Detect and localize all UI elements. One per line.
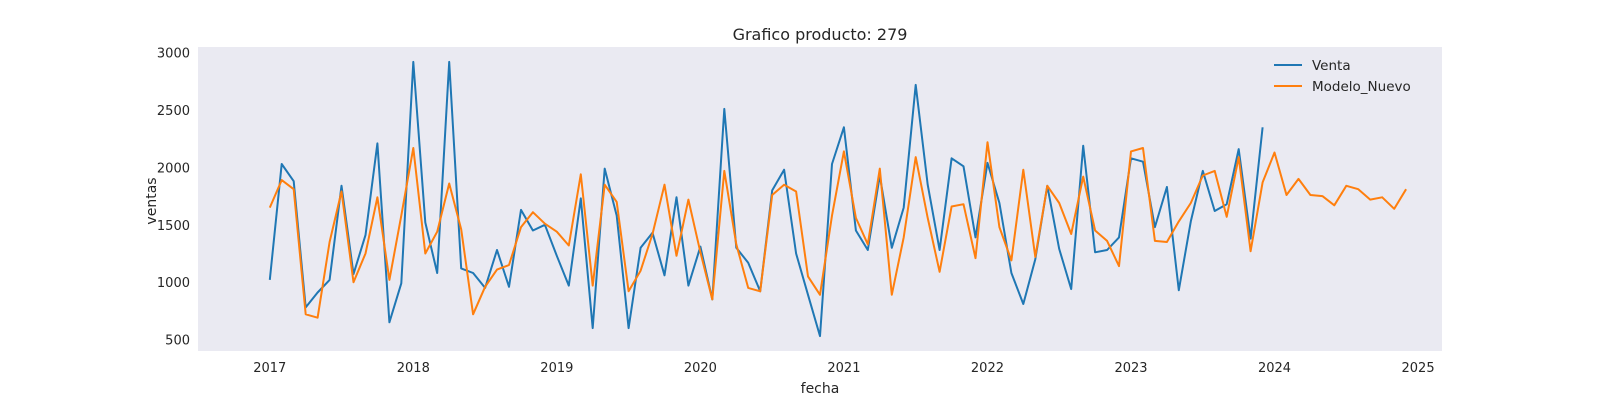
- legend-label: Venta: [1312, 58, 1351, 74]
- series-layer: [268, 60, 1407, 338]
- legend: Venta Modelo_Nuevo: [1274, 58, 1411, 95]
- x-tick-label: 2017: [253, 361, 286, 376]
- x-tick-label: 2024: [1258, 361, 1291, 376]
- y-tick-label: 2500: [157, 104, 190, 119]
- y-tick-label: 1000: [157, 276, 190, 291]
- y-axis: 500 1000 1500 2000 2500 3000: [157, 47, 190, 349]
- series-line-modelo-nuevo: [268, 141, 1407, 319]
- x-tick-label: 2023: [1114, 361, 1147, 376]
- y-tick-label: 3000: [157, 47, 190, 62]
- x-tick-label: 2018: [397, 361, 430, 376]
- y-tick-label: 2000: [157, 161, 190, 176]
- x-tick-label: 2020: [684, 361, 717, 376]
- x-axis: 2017 2018 2019 2020 2021 2022 2023 2024 2025: [253, 361, 1434, 376]
- x-tick-label: 2019: [540, 361, 573, 376]
- y-axis-label: ventas: [144, 177, 160, 224]
- legend-label: Modelo_Nuevo: [1312, 79, 1411, 95]
- y-tick-label: 500: [165, 334, 190, 349]
- y-tick-label: 1500: [157, 219, 190, 234]
- x-axis-label: fecha: [801, 381, 840, 397]
- chart-title: Grafico producto: 279: [733, 25, 908, 44]
- x-tick-label: 2021: [827, 361, 860, 376]
- x-tick-label: 2022: [971, 361, 1004, 376]
- x-tick-label: 2025: [1402, 361, 1435, 376]
